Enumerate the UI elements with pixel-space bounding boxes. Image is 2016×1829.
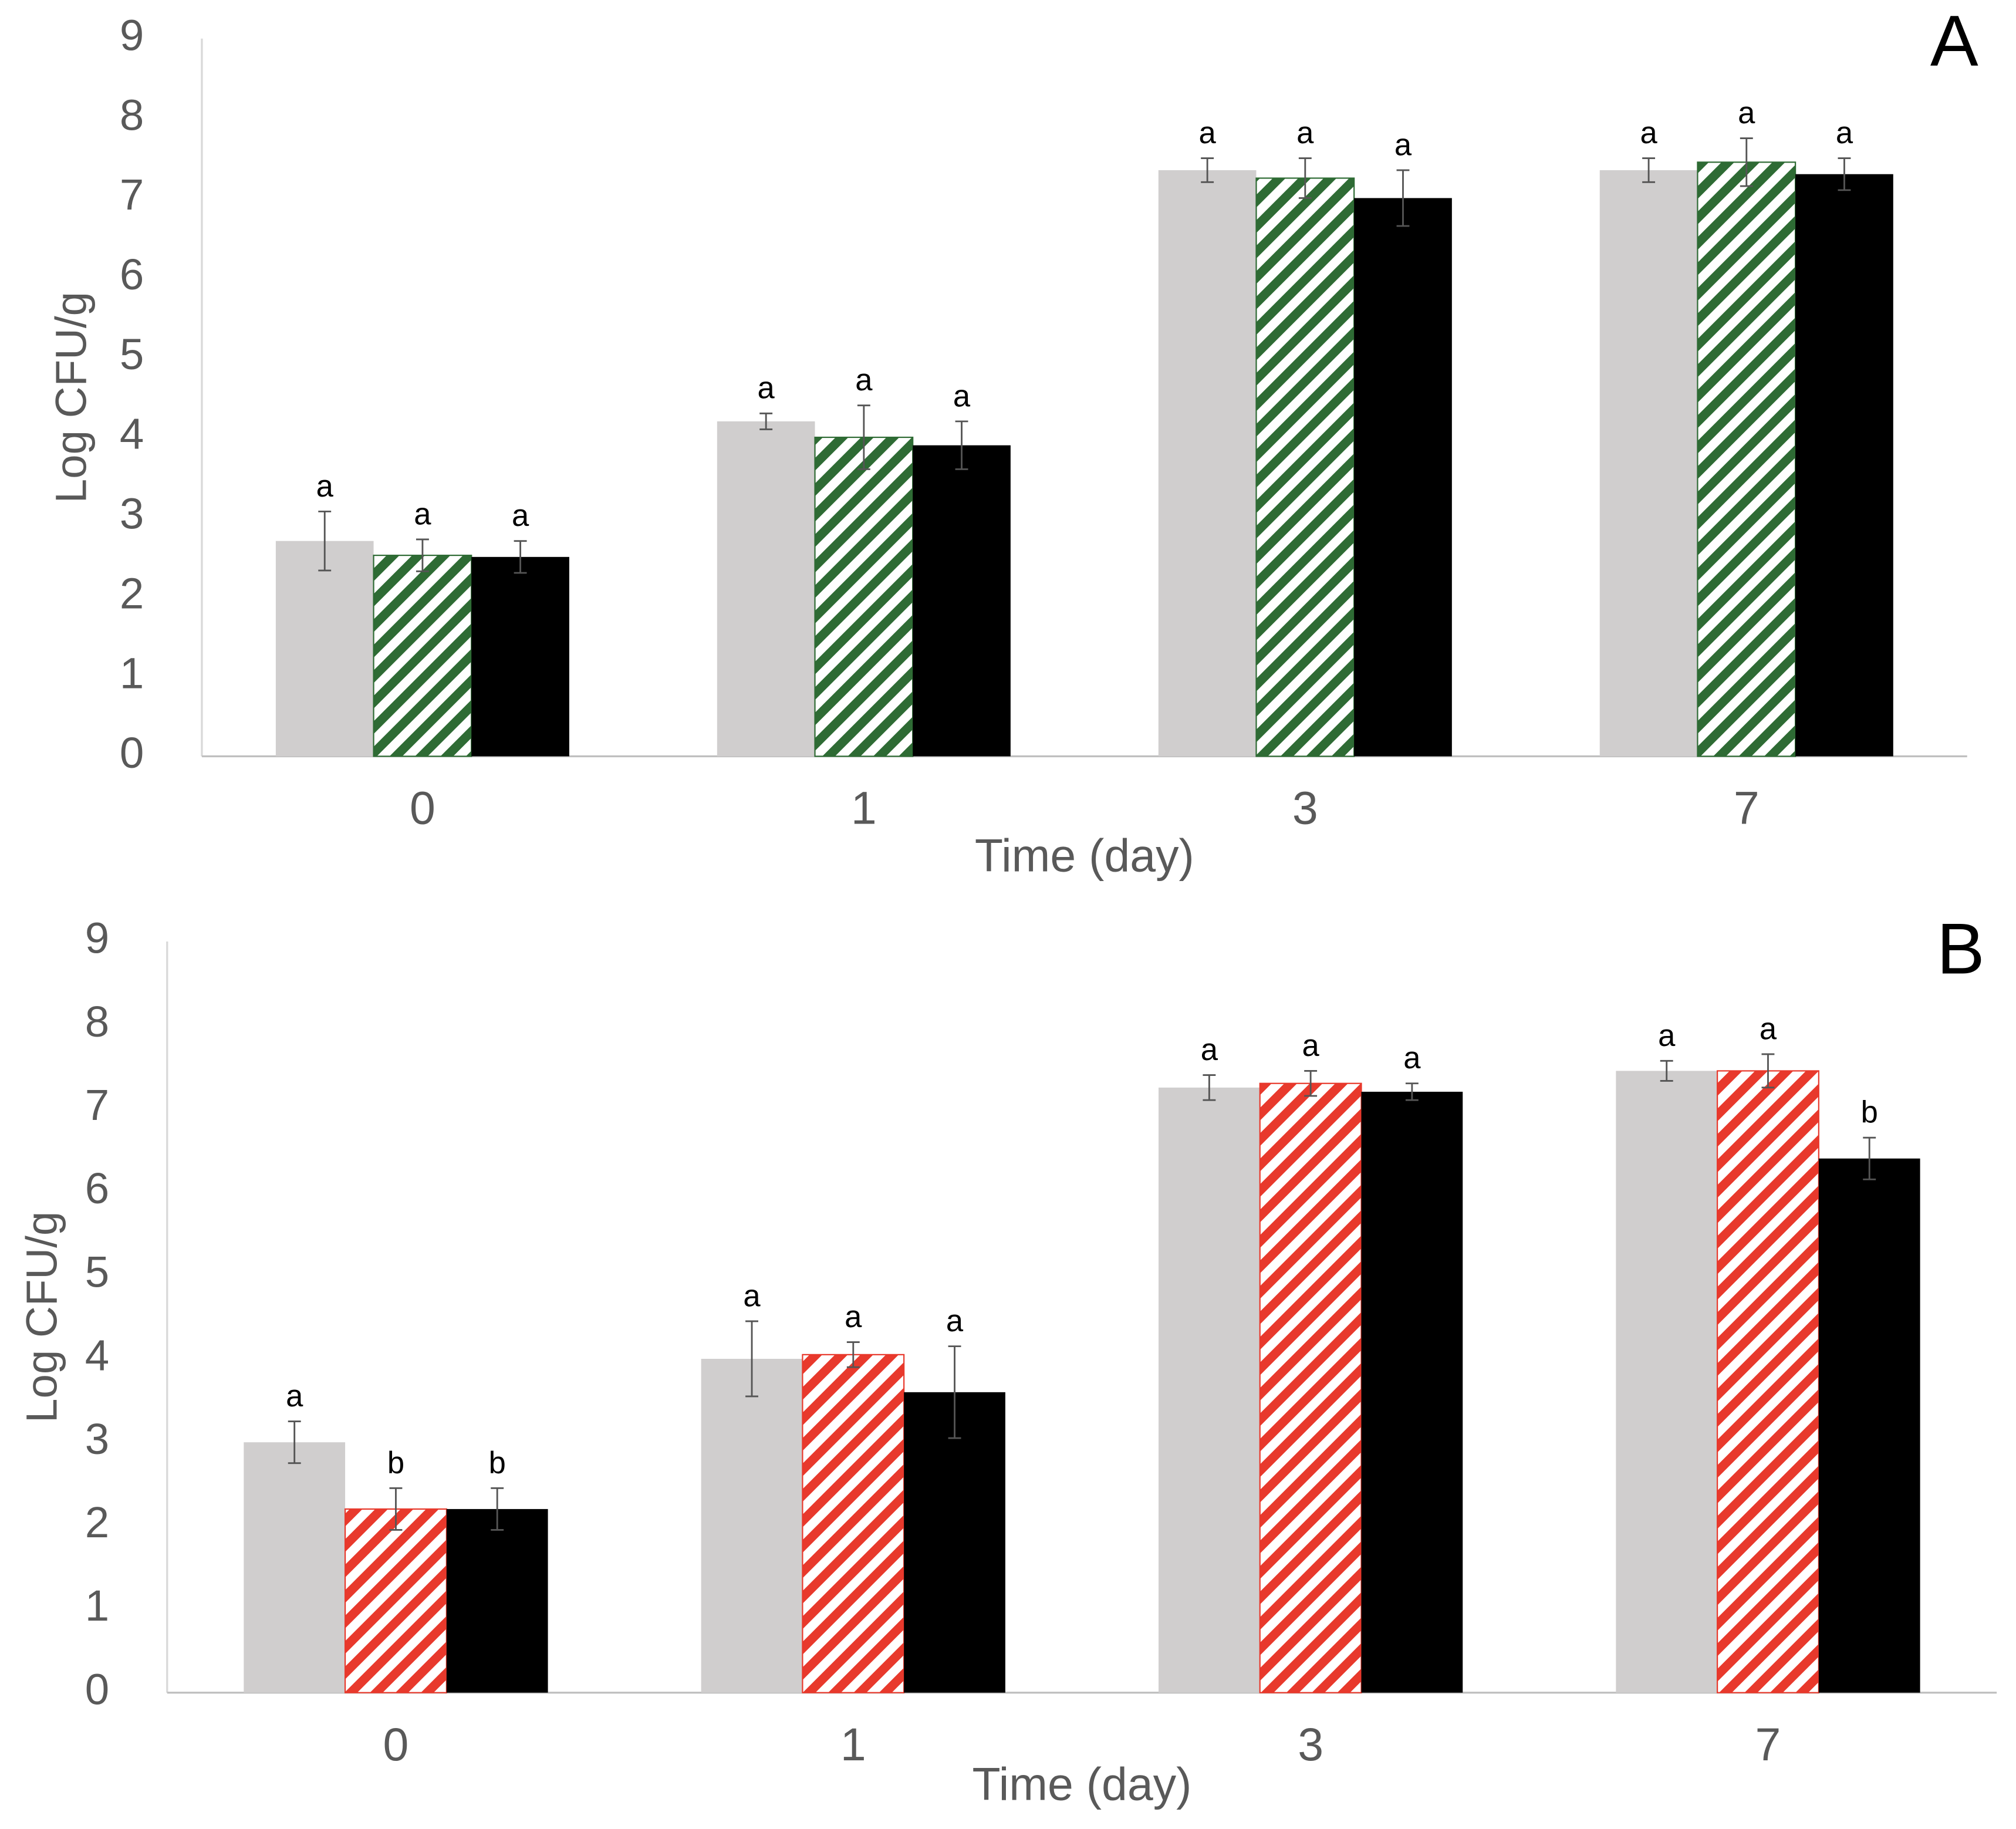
bar (904, 1392, 1005, 1693)
x-tick-label: 0 (410, 782, 435, 834)
bar (913, 445, 1011, 757)
y-tick-label: 8 (85, 997, 109, 1046)
significance-letter: a (1760, 1011, 1777, 1046)
bar (1158, 170, 1257, 757)
y-tick-label: 1 (120, 649, 144, 697)
panel-label: B (1937, 908, 1985, 988)
x-tick-label: 3 (1292, 782, 1318, 834)
significance-letter: a (1836, 116, 1853, 150)
bar (1259, 1082, 1362, 1693)
x-tick-label: 7 (1755, 1719, 1781, 1770)
bar (701, 1358, 803, 1693)
y-tick-label: 6 (120, 250, 144, 299)
bar (275, 541, 374, 757)
y-tick-label: 1 (85, 1581, 109, 1630)
x-axis-title: Time (day) (975, 830, 1194, 882)
significance-letter: a (1394, 127, 1412, 162)
significance-letter: b (387, 1446, 404, 1480)
significance-letter: a (1199, 116, 1217, 150)
x-tick-label: 0 (383, 1719, 409, 1770)
bar (802, 1354, 905, 1693)
y-tick-label: 9 (85, 914, 109, 963)
significance-letter: a (845, 1300, 862, 1334)
x-axis-title: Time (day) (972, 1759, 1192, 1810)
significance-letter: a (512, 498, 529, 533)
bar (1599, 170, 1698, 757)
y-tick-label: 7 (120, 170, 144, 219)
significance-letter: b (489, 1446, 506, 1480)
y-tick-label: 5 (85, 1247, 109, 1296)
y-tick-label: 9 (120, 11, 144, 59)
significance-letter: a (953, 379, 971, 413)
significance-letter: a (286, 1379, 303, 1413)
y-tick-label: 8 (120, 90, 144, 139)
x-tick-label: 7 (1734, 782, 1760, 834)
significance-letter: a (1302, 1028, 1320, 1063)
bar (1818, 1158, 1920, 1693)
x-tick-label: 3 (1298, 1719, 1323, 1770)
y-tick-label: 7 (85, 1081, 109, 1129)
y-tick-label: 0 (120, 728, 144, 777)
significance-letter: a (743, 1278, 761, 1313)
x-tick-label: 1 (840, 1719, 866, 1770)
significance-letter: a (946, 1304, 964, 1338)
bar (471, 556, 569, 757)
y-tick-label: 3 (120, 490, 144, 538)
y-tick-label: 3 (85, 1415, 109, 1463)
y-tick-label: 0 (85, 1665, 109, 1713)
y-tick-label: 6 (85, 1164, 109, 1213)
significance-letter: a (1658, 1018, 1676, 1053)
significance-letter: a (414, 497, 431, 531)
significance-letter: a (1296, 116, 1314, 150)
bar (1716, 1070, 1819, 1693)
significance-letter: a (316, 469, 334, 504)
significance-letter: a (758, 371, 775, 406)
bar (1616, 1071, 1718, 1693)
significance-letter: a (1738, 96, 1755, 130)
significance-letter: a (1403, 1041, 1421, 1075)
bar (1255, 177, 1355, 757)
bar (446, 1509, 548, 1693)
bar (244, 1442, 346, 1693)
y-tick-label: 2 (85, 1498, 109, 1547)
bar (1159, 1087, 1260, 1693)
y-tick-label: 5 (120, 330, 144, 379)
bar (814, 436, 914, 757)
y-tick-label: 4 (85, 1331, 109, 1380)
bar (373, 555, 472, 757)
bar (344, 1508, 447, 1693)
bar (1354, 198, 1452, 757)
panel-label: A (1930, 0, 1978, 80)
y-axis-title: Log CFU/g (17, 1212, 66, 1423)
x-tick-label: 1 (851, 782, 877, 834)
y-axis-title: Log CFU/g (47, 292, 96, 503)
bar (717, 421, 815, 757)
significance-letter: b (1861, 1095, 1878, 1130)
bar (1697, 161, 1796, 757)
bar (1795, 174, 1893, 757)
bar (1361, 1091, 1463, 1693)
significance-letter: a (1640, 116, 1657, 150)
significance-letter: a (855, 363, 873, 397)
y-tick-label: 4 (120, 410, 144, 458)
y-tick-label: 2 (120, 569, 144, 617)
significance-letter: a (1201, 1032, 1218, 1067)
